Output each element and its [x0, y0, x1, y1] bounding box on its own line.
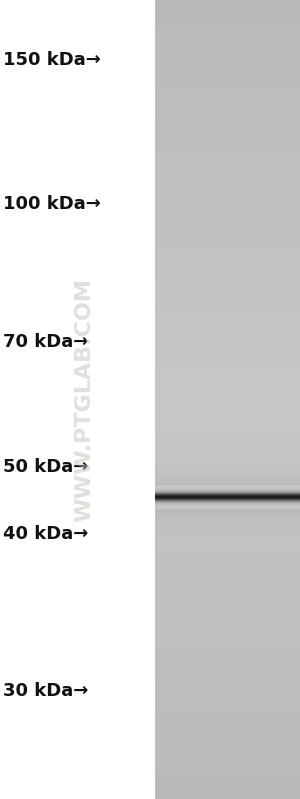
- Text: 30 kDa→: 30 kDa→: [3, 682, 88, 700]
- Text: 40 kDa→: 40 kDa→: [3, 525, 88, 543]
- Text: 70 kDa→: 70 kDa→: [3, 333, 88, 351]
- Text: WWW.PTGLAB.COM: WWW.PTGLAB.COM: [74, 277, 94, 522]
- Text: 50 kDa→: 50 kDa→: [3, 459, 88, 476]
- Text: 100 kDa→: 100 kDa→: [3, 195, 101, 213]
- Text: 150 kDa→: 150 kDa→: [3, 51, 101, 69]
